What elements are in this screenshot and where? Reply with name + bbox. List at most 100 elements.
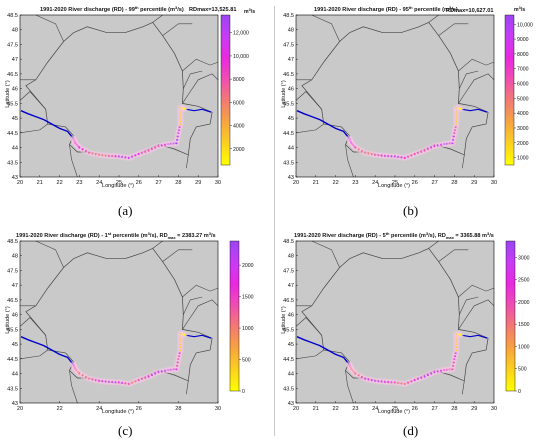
lon-tick-label: 20: [293, 406, 299, 412]
lon-tick-label: 24: [96, 406, 102, 412]
colorbar: [220, 14, 231, 166]
rdmax-label-a: RDmax=13,525.81: [189, 7, 236, 13]
country-border-7: [462, 154, 465, 169]
colorbar-tick-label: 6000: [233, 100, 245, 106]
colorbar-tick-label: 7000: [517, 67, 529, 73]
country-border-3: [345, 370, 354, 404]
lat-tick-label: 46.5: [7, 72, 18, 78]
country-border-3: [345, 144, 354, 178]
map-figure-c: 1991-2020 River discharge (RD) - 1st per…: [5, 231, 254, 415]
lat-tick-label: 45: [288, 342, 294, 348]
map-figure-d: 1991-2020 River discharge (RD) - 5th per…: [281, 231, 530, 415]
country-border-6: [459, 296, 479, 315]
danube-delta: [186, 334, 212, 339]
lat-tick-label: 45.5: [7, 101, 18, 107]
danube-upstream: [296, 110, 351, 140]
lat-tick-label: 45.5: [7, 327, 18, 333]
danube-upstream: [296, 336, 351, 366]
lon-tick-label: 22: [332, 180, 338, 186]
country-border-5: [458, 299, 495, 330]
country-border-1: [295, 317, 322, 336]
lat-tick-label: 47.5: [7, 42, 18, 48]
lon-tick-label: 20: [17, 406, 23, 412]
lat-tick-label: 47: [288, 283, 294, 289]
country-border-5: [458, 73, 495, 104]
lon-tick-label: 21: [37, 180, 43, 186]
x-axis-label-b: Longitude (°): [378, 183, 410, 189]
lat-tick-label: 48: [12, 28, 18, 34]
country-border-7: [462, 380, 465, 395]
country-border-2: [19, 349, 48, 360]
lon-tick-label: 28: [451, 180, 457, 186]
panel-title-a: 1991-2020 River discharge (RD) - 99th pe…: [40, 5, 184, 13]
map-frame: [19, 240, 219, 404]
country-border-3: [69, 144, 78, 178]
land-background: [20, 241, 218, 403]
colorbar-tick-label: 3000: [518, 255, 530, 261]
country-border-6: [459, 70, 479, 89]
country-border-7: [186, 154, 189, 169]
lat-tick-label: 47.5: [283, 42, 294, 48]
colorbar-tick-label: 6000: [517, 82, 529, 88]
lon-tick-label: 30: [215, 406, 221, 412]
y-axis-label-d: Latitude (°): [281, 306, 287, 334]
colorbar-tick-label: 2500: [518, 278, 530, 284]
lon-tick-label: 22: [56, 406, 62, 412]
country-border-2: [295, 123, 324, 134]
lon-tick-label: 26: [412, 180, 418, 186]
lat-tick-label: 48: [12, 254, 18, 260]
lat-tick-label: 44.5: [7, 131, 18, 137]
lat-tick-label: 45: [12, 116, 18, 122]
lat-tick-label: 48.5: [283, 13, 294, 19]
country-border-2: [19, 123, 48, 134]
danube-delta: [462, 334, 488, 339]
lon-tick-label: 22: [56, 180, 62, 186]
map-panel-d: 1991-2020 River discharge (RD) - 5th per…: [278, 228, 550, 415]
lon-tick-label: 27: [431, 180, 437, 186]
lat-tick-label: 46.5: [283, 298, 294, 304]
colorbar-tick-label: 12,000: [233, 31, 249, 37]
country-border-1: [19, 91, 46, 110]
discharge-point: [459, 107, 462, 110]
lat-tick-label: 46: [288, 87, 294, 93]
colorbar-tick-label: 1500: [242, 295, 254, 301]
lat-tick-label: 43: [288, 401, 294, 407]
lon-tick-label: 25: [392, 180, 398, 186]
y-axis-label-b: Latitude (°): [281, 80, 287, 108]
x-axis-label-d: Longitude (°): [378, 409, 410, 415]
land-background: [20, 15, 218, 177]
lat-tick-label: 45.5: [283, 327, 294, 333]
colorbar-unit-a: m3/s: [244, 8, 255, 15]
lat-tick-label: 43: [12, 401, 18, 407]
colorbar-tick-label: 1000: [517, 156, 529, 162]
map-panel-b: 1991-2020 River discharge (RD) - 95th pe…: [278, 2, 550, 197]
country-border-10: [162, 249, 193, 262]
lon-tick-label: 30: [215, 180, 221, 186]
lat-tick-label: 47: [12, 57, 18, 63]
lon-tick-label: 29: [195, 180, 201, 186]
lon-tick-label: 26: [136, 406, 142, 412]
lat-tick-label: 48: [288, 28, 294, 34]
lat-tick-label: 47: [12, 283, 18, 289]
colorbar-tick-label: 10,000: [233, 54, 249, 60]
country-border-3: [69, 370, 78, 404]
country-border-4: [428, 14, 439, 23]
country-border-5: [182, 299, 219, 330]
lat-tick-label: 44: [12, 372, 18, 378]
panel-label-c: (c): [118, 423, 133, 438]
lat-tick-label: 47.5: [283, 268, 294, 274]
country-border-8: [35, 14, 64, 42]
lat-tick-label: 43.5: [7, 160, 18, 166]
lon-tick-label: 28: [175, 406, 181, 412]
lat-tick-label: 47: [288, 57, 294, 63]
lon-tick-label: 20: [17, 180, 23, 186]
panel-divider: [274, 6, 275, 436]
lon-tick-label: 25: [392, 406, 398, 412]
colorbar-tick-label: 1000: [242, 326, 254, 332]
colorbar-tick-label: 9000: [517, 37, 529, 43]
lat-tick-label: 48.5: [283, 239, 294, 245]
lat-tick-label: 48.5: [7, 239, 18, 245]
colorbar-tick-label: 0: [242, 389, 245, 395]
colorbar-tick-label: 500: [242, 358, 251, 364]
colorbar-tick-label: 10,000: [517, 22, 533, 28]
